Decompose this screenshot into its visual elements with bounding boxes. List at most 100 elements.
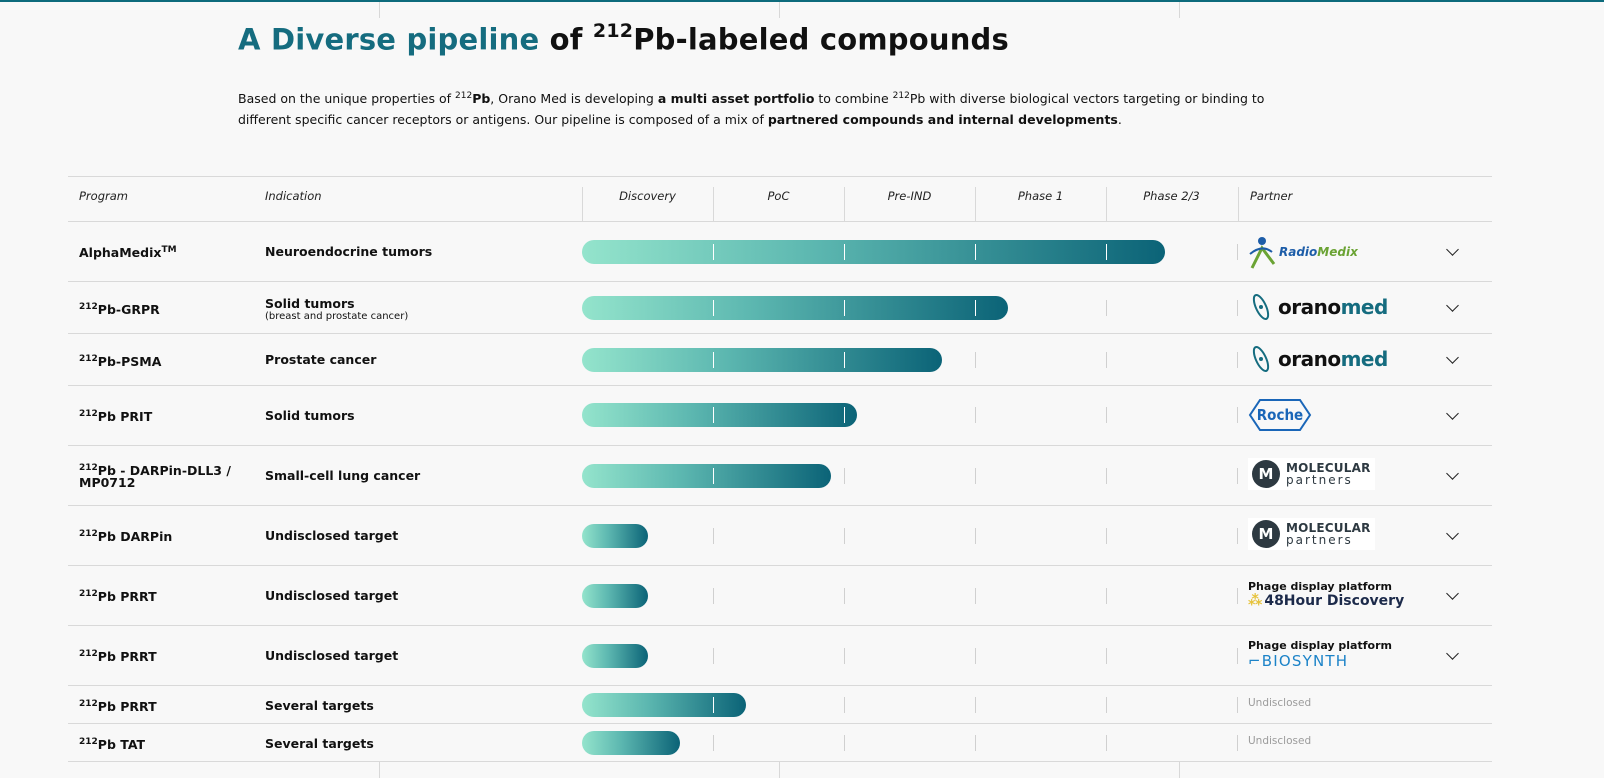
phase-gridline	[1106, 300, 1107, 316]
header-divider	[844, 187, 845, 221]
partner-logo-molecular-partners[interactable]: M MOLECULAR partners	[1248, 518, 1375, 550]
radiomedix-text-b: Medix	[1317, 245, 1358, 259]
oranomed-text-a: orano	[1278, 295, 1341, 319]
program-text: Pb-GRPR	[97, 302, 160, 318]
pipeline-row[interactable]: 212Pb - DARPin-DLL3 /MP0712 Small-cell l…	[68, 446, 1492, 506]
header-program: Program	[79, 189, 128, 203]
48hour-discovery-logo: ⁂ 48Hour Discovery	[1248, 593, 1404, 609]
intro-text: .	[1117, 112, 1122, 127]
phase-gridline	[1106, 528, 1107, 544]
chevron-down-icon[interactable]	[1446, 351, 1459, 364]
partner-logo-molecular-partners[interactable]: M MOLECULAR partners	[1248, 458, 1375, 490]
oranomed-icon	[1252, 346, 1270, 372]
roche-hexagon-icon	[1248, 399, 1312, 431]
trademark-sup: TM	[161, 245, 177, 255]
indication-text: Several targets	[265, 736, 374, 751]
indication: Undisclosed target	[265, 588, 398, 603]
isotope-sup: 212	[79, 463, 98, 473]
phase-gridline	[1237, 300, 1238, 316]
divider-tick	[1179, 762, 1180, 778]
indication-text: Undisclosed target	[265, 528, 399, 543]
phase-gridline	[713, 352, 714, 368]
indication: Several targets	[265, 698, 374, 713]
progress-bar	[582, 524, 648, 548]
phase-gridline	[1237, 735, 1238, 751]
molecular-partners-text-bottom: partners	[1286, 473, 1353, 487]
biosynth-text: BIOSYNTH	[1261, 652, 1349, 670]
pipeline-row[interactable]: AlphaMedixTM Neuroendocrine tumors Radio…	[68, 222, 1492, 282]
phase-gridline	[975, 244, 976, 260]
pipeline-row[interactable]: 212Pb PRIT Solid tumors Roche	[68, 386, 1492, 446]
chevron-down-icon[interactable]	[1446, 587, 1459, 600]
partner-logo-oranomed[interactable]: oranomed	[1248, 292, 1388, 322]
partner-logo-roche[interactable]: Roche	[1248, 398, 1312, 432]
pipeline-row[interactable]: 212Pb PRRT Undisclosed target Phage disp…	[68, 566, 1492, 626]
phase-gridline	[975, 300, 976, 316]
indication-text: Solid tumors	[265, 408, 355, 423]
header-partner: Partner	[1250, 189, 1293, 203]
phase-gridline	[1106, 407, 1107, 423]
phase-gridline	[1106, 352, 1107, 368]
header-phase-1: Phase 1	[1017, 189, 1064, 203]
chevron-down-icon[interactable]	[1446, 647, 1459, 660]
progress-bar	[582, 240, 1165, 264]
top-rule	[0, 0, 1604, 2]
oranomed-logo: oranomed	[1248, 292, 1388, 322]
phase-gridline	[844, 407, 845, 423]
phase-gridline	[975, 352, 976, 368]
pipeline-row: 212Pb TAT Several targets Undisclosed	[68, 724, 1492, 762]
intro-text: Based on the unique properties of	[238, 91, 455, 106]
partner-logo-biosynth[interactable]: Phage display platform ⌐BIOSYNTH	[1248, 639, 1392, 670]
program-name: 212Pb TAT	[79, 736, 145, 751]
phase-gridline	[844, 697, 845, 713]
phase-gridline	[975, 588, 976, 604]
phase-gridline	[1237, 244, 1238, 260]
divider-tick	[779, 762, 780, 778]
program-text-line2: MP0712	[79, 475, 136, 491]
program-text: Pb-PSMA	[97, 354, 162, 370]
phase-gridline	[844, 352, 845, 368]
oranomed-text: oranomed	[1278, 295, 1388, 319]
pipeline-row[interactable]: 212Pb PRRT Undisclosed target Phage disp…	[68, 626, 1492, 686]
progress-bar	[582, 644, 648, 668]
phase-gridline	[1106, 468, 1107, 484]
pipeline-row[interactable]: 212Pb DARPin Undisclosed target M MOLECU…	[68, 506, 1492, 566]
pipeline-table: Program Indication Discovery PoC Pre-IND…	[68, 176, 1492, 762]
partner-logo-48hour-discovery[interactable]: Phage display platform ⁂ 48Hour Discovery	[1248, 580, 1404, 609]
phase-gridline	[844, 468, 845, 484]
program-name: 212Pb PRIT	[79, 408, 152, 423]
chevron-down-icon[interactable]	[1446, 299, 1459, 312]
discovery-dots-icon: ⁂	[1248, 593, 1263, 609]
phase-gridline	[713, 244, 714, 260]
divider-tick	[779, 2, 780, 18]
radiomedix-logo: RadioMedix	[1248, 234, 1358, 270]
intro-sup: 212	[892, 90, 910, 101]
isotope-sup: 212	[79, 699, 98, 709]
chevron-down-icon[interactable]	[1446, 467, 1459, 480]
molecular-partners-text: MOLECULAR partners	[1286, 522, 1371, 546]
header-phase-preind: Pre-IND	[887, 189, 932, 203]
phase-gridline	[975, 407, 976, 423]
radiomedix-icon	[1249, 237, 1276, 269]
isotope-sup: 212	[79, 589, 98, 599]
indication-text: Prostate cancer	[265, 352, 377, 367]
title-rest: Pb-labeled compounds	[633, 22, 1009, 57]
chevron-down-icon[interactable]	[1446, 243, 1459, 256]
pipeline-row[interactable]: 212Pb-PSMA Prostate cancer oranomed	[68, 334, 1492, 386]
molecular-partners-text: MOLECULAR partners	[1286, 462, 1371, 486]
molecular-partners-text-top: MOLECULAR	[1286, 521, 1371, 535]
chevron-down-icon[interactable]	[1446, 527, 1459, 540]
progress-bar	[582, 403, 857, 427]
pipeline-row[interactable]: 212Pb-GRPR Solid tumors (breast and prost…	[68, 282, 1492, 334]
partner-logo-oranomed[interactable]: oranomed	[1248, 344, 1388, 374]
radiomedix-text-a: Radio	[1279, 245, 1318, 259]
program-text: Pb - DARPin-DLL3 /	[97, 463, 231, 479]
indication: Neuroendocrine tumors	[265, 244, 432, 259]
partner-logo-radiomedix[interactable]: RadioMedix	[1248, 234, 1358, 270]
isotope-sup: 212	[79, 302, 98, 312]
chevron-down-icon[interactable]	[1446, 407, 1459, 420]
program-text: Pb PRRT	[97, 699, 157, 715]
phase-gridline	[1237, 407, 1238, 423]
phase-gridline	[1106, 244, 1107, 260]
program-text: Pb TAT	[97, 737, 146, 753]
